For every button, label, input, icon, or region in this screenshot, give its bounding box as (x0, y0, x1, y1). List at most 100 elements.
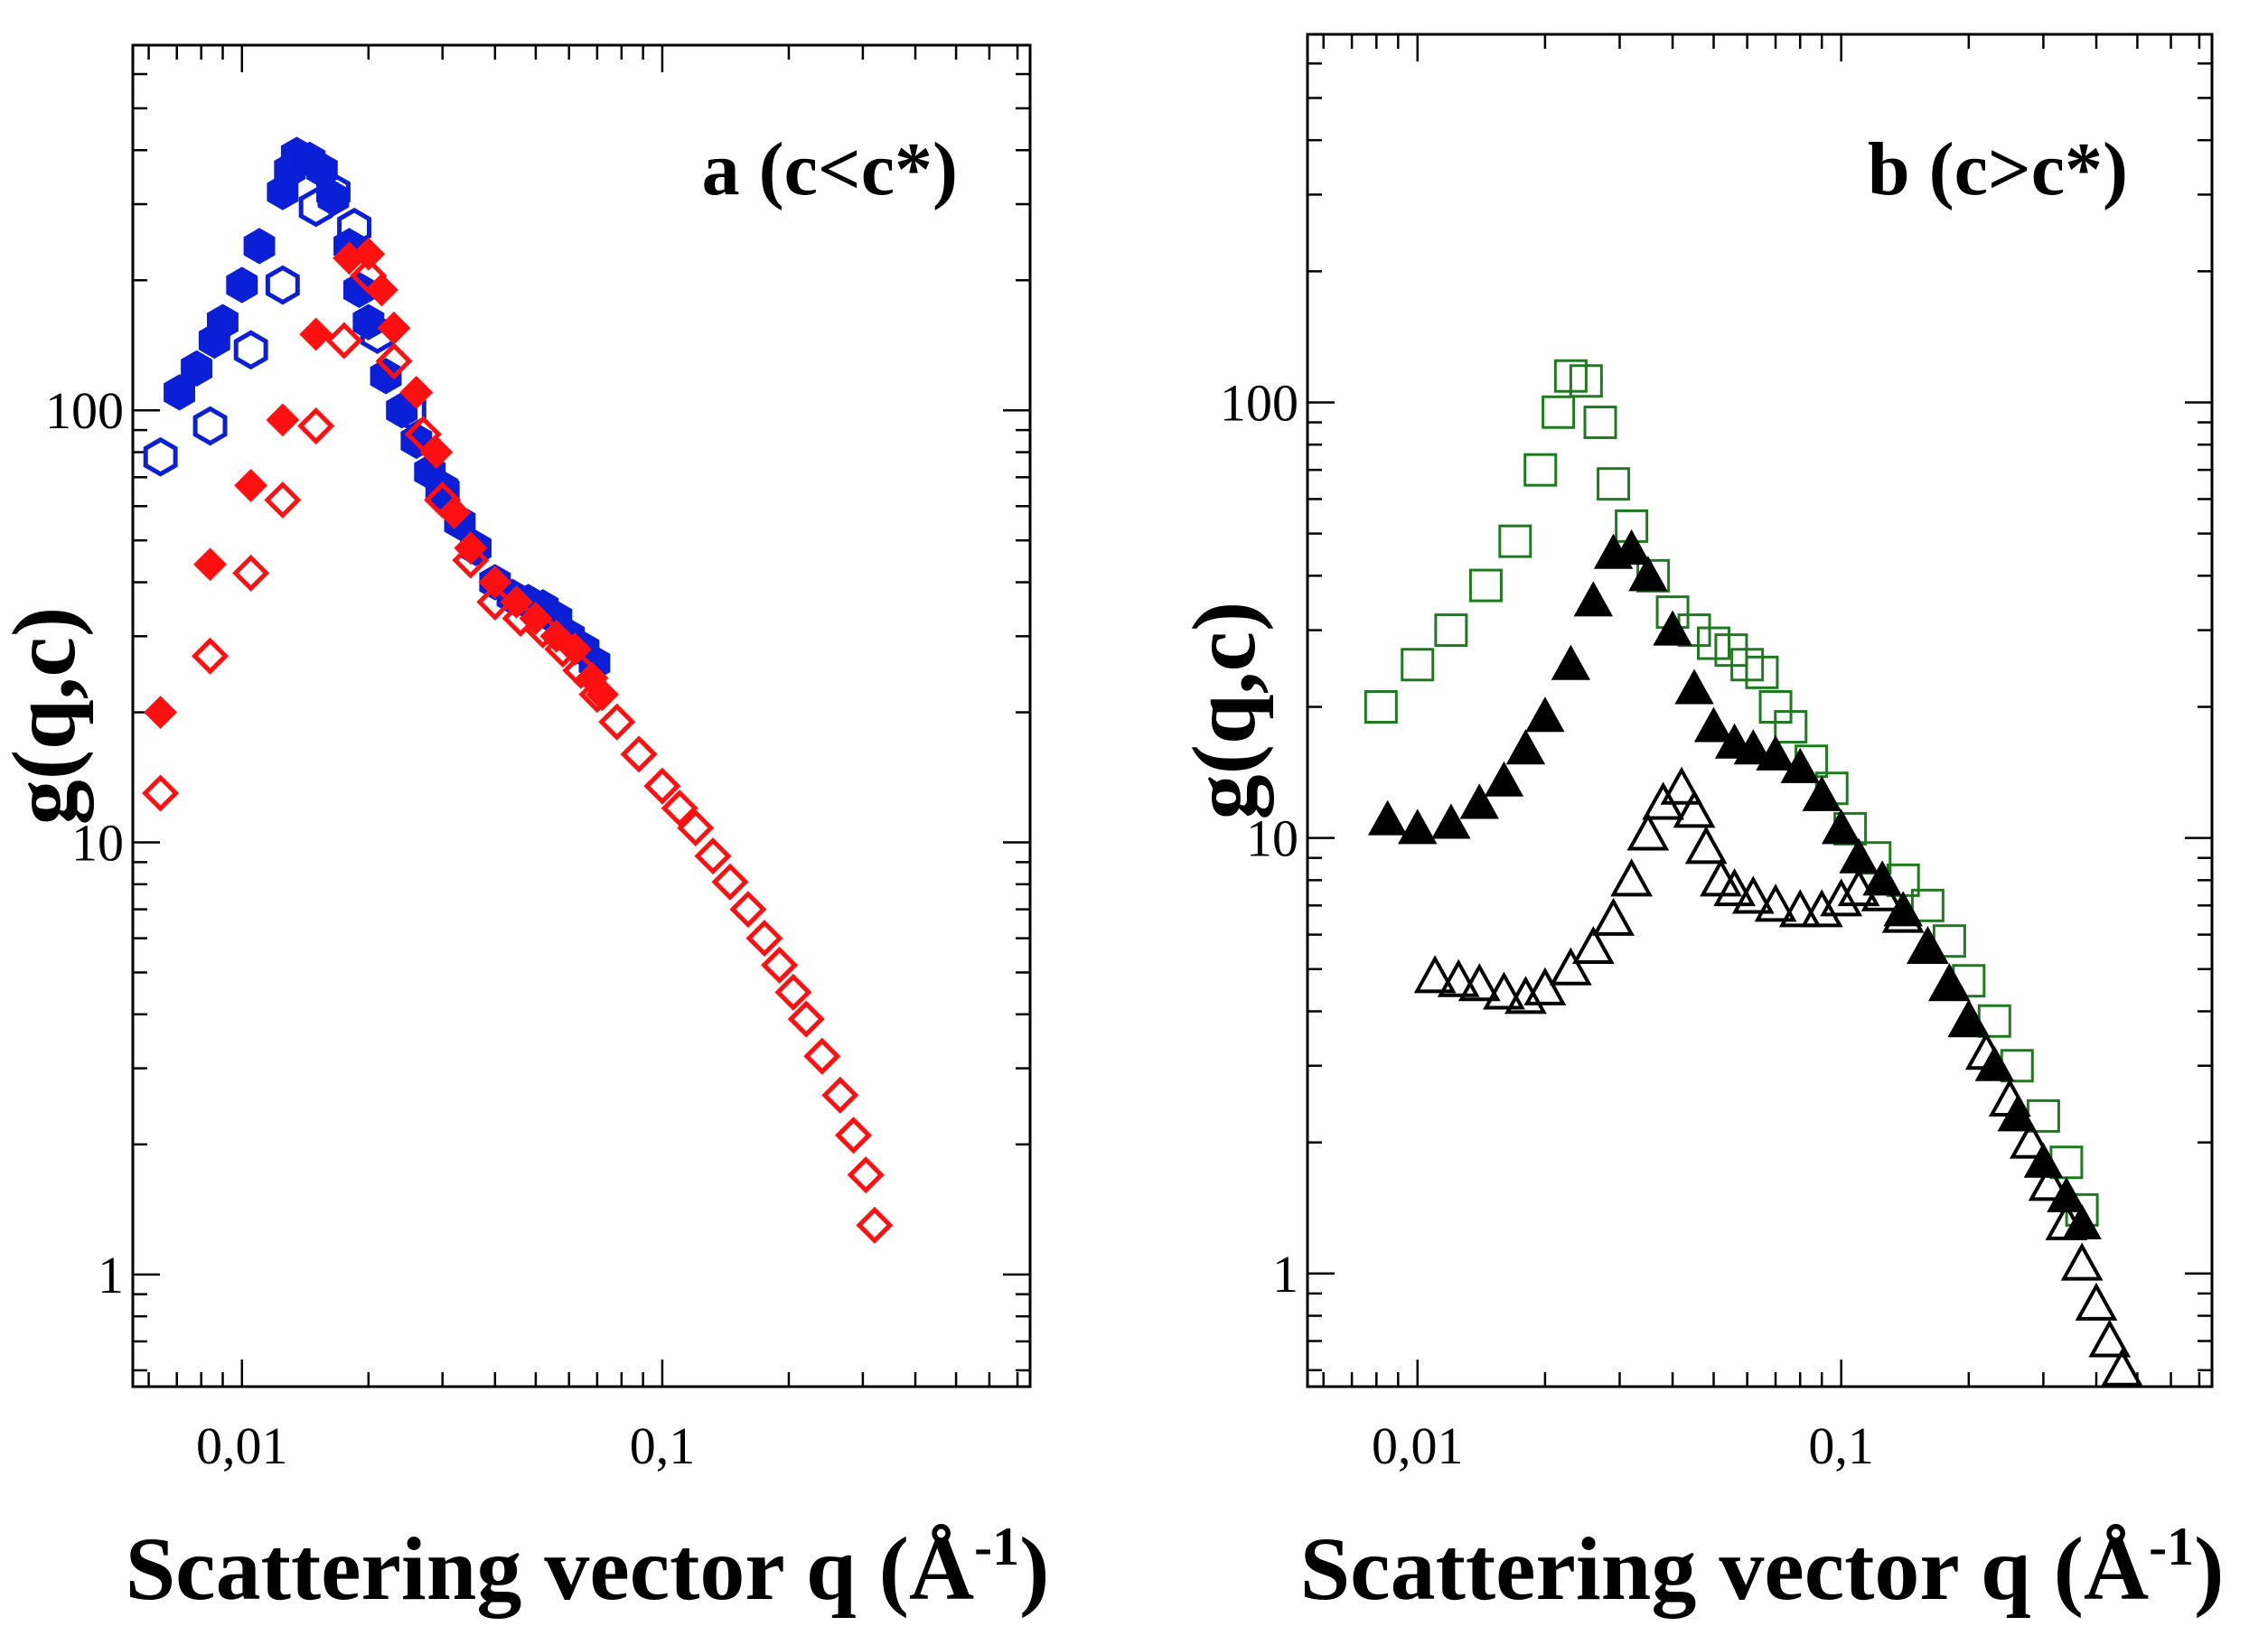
data-point (1674, 668, 1714, 705)
data-point (264, 481, 302, 519)
x-axis-title-close: ) (1019, 1519, 1049, 1619)
data-point (143, 436, 178, 477)
data-point (1551, 644, 1591, 680)
data-point (1573, 581, 1614, 617)
data-point (1653, 610, 1692, 646)
data-point (232, 554, 270, 592)
data-point (193, 547, 227, 582)
plot-frame-b (1306, 33, 2214, 1388)
data-point (1437, 958, 1480, 997)
ticks-b (1307, 33, 2212, 1387)
data-point (1597, 467, 1631, 501)
data-point (351, 237, 386, 271)
data-point (856, 1206, 894, 1244)
data-point (1498, 524, 1532, 558)
data-point (774, 973, 812, 1011)
y-tick-label: 1 (1272, 1245, 1298, 1304)
data-point (1523, 453, 1558, 487)
x-axis-title-text: Scattering vector q (Å (126, 1519, 975, 1619)
data-point (192, 637, 230, 675)
data-point (1802, 775, 1842, 811)
data-point (298, 187, 333, 228)
data-point (1910, 888, 1945, 922)
series-b-filled-triangles (1367, 529, 2102, 1239)
data-point (207, 304, 239, 341)
data-point (1628, 556, 1668, 592)
data-point (711, 863, 749, 901)
data-point (1820, 878, 1863, 917)
data-point (694, 837, 732, 875)
data-point (142, 774, 180, 812)
x-tick-label: 0,1 (630, 1416, 696, 1475)
data-point (847, 1156, 885, 1194)
data-point (399, 375, 434, 409)
data-point (1660, 766, 1703, 805)
data-point (266, 403, 300, 437)
data-point (1505, 729, 1546, 765)
y-tick-label: 10 (1246, 809, 1298, 868)
y-tick-label: 10 (71, 814, 124, 873)
data-point (1733, 729, 1774, 765)
y-tick-label: 100 (45, 381, 124, 440)
x-tick-label: 0,01 (1372, 1416, 1464, 1475)
x-axis-title-superscript: -1 (974, 1517, 1019, 1576)
data-point (1778, 889, 1822, 928)
data-point (1821, 808, 1861, 845)
y-tick-label: 1 (98, 1246, 124, 1304)
data-point (437, 495, 472, 529)
data-point (2028, 1163, 2071, 1201)
data-point (1398, 808, 1438, 845)
x-axis-title-close: ) (2194, 1519, 2224, 1619)
data-point (1745, 655, 1779, 689)
data-point (325, 322, 363, 360)
ticks-a (133, 43, 1030, 1387)
data-point (544, 631, 582, 668)
data-point (316, 172, 351, 212)
data-point (454, 531, 488, 565)
data-point (1780, 747, 1820, 783)
data-point (1626, 812, 1670, 851)
data-point (375, 342, 413, 380)
data-point (586, 678, 619, 712)
data-point (1468, 568, 1503, 603)
data-point (643, 767, 681, 805)
data-point (1929, 965, 1970, 1001)
data-point (1713, 867, 1756, 907)
data-point (1571, 925, 1615, 965)
data-point (1504, 976, 1547, 1014)
series-a-open-circles (143, 172, 460, 511)
data-point (1988, 1078, 2031, 1117)
x-axis-title-b: Scattering vector q (Å-1) (1300, 1517, 2225, 1619)
data-point (192, 406, 228, 446)
data-point (729, 891, 767, 929)
data-point (1364, 689, 1398, 724)
data-point (1413, 955, 1457, 994)
data-point (181, 350, 212, 388)
y-axis-title-b: g(q,c) (1174, 602, 1274, 820)
data-point (365, 273, 398, 307)
data-point (1367, 799, 1408, 836)
data-point (337, 207, 371, 248)
data-point (1434, 613, 1468, 648)
data-point (1881, 894, 1925, 933)
data-point (1684, 826, 1728, 865)
data-point (243, 228, 276, 265)
panel-a-chart: 0,01 0,1 1 10 100 a (c<c*) g(q,c) Scattering ve… (0, 43, 1049, 1619)
data-point (391, 390, 426, 431)
data-point (2045, 1201, 2088, 1240)
data-point (1700, 858, 1742, 897)
data-point (1927, 963, 1971, 1002)
data-point (1542, 395, 1576, 429)
panel-annotation-a: a (c<c*) (702, 127, 958, 211)
data-point (1525, 696, 1565, 733)
data-point (1860, 873, 1904, 911)
data-point (501, 599, 539, 638)
y-tick-label: 100 (1220, 373, 1298, 432)
data-point (1611, 529, 1652, 565)
data-point (1756, 734, 1795, 771)
data-point (478, 565, 512, 599)
data-point (144, 696, 178, 729)
data-point (1459, 783, 1499, 819)
data-point (226, 266, 258, 304)
data-point (661, 790, 698, 827)
